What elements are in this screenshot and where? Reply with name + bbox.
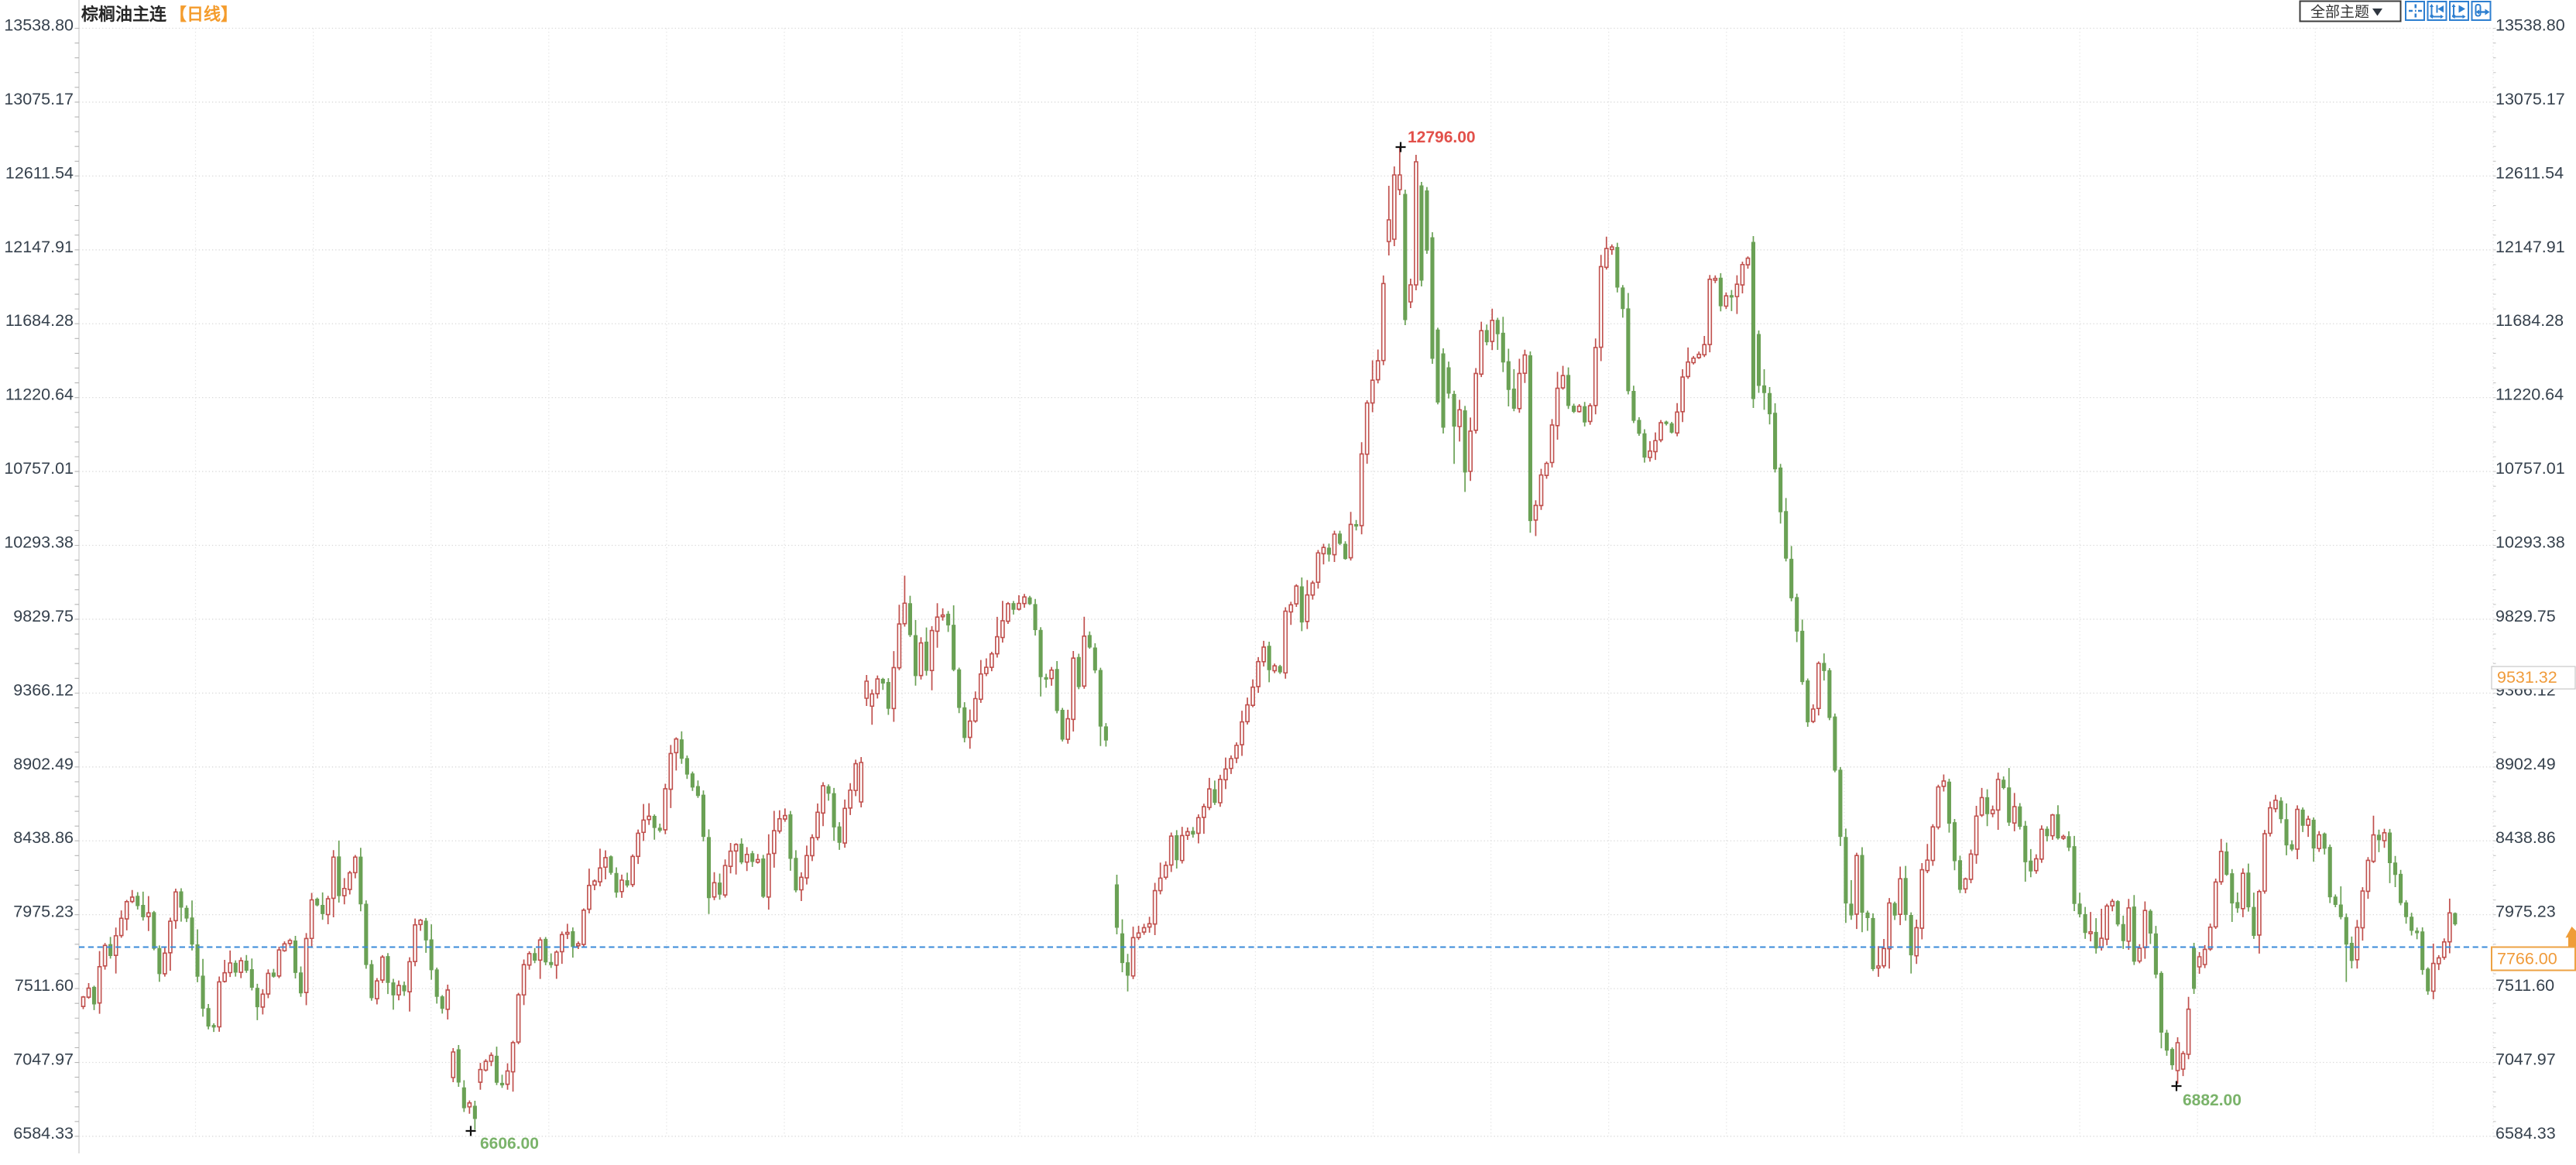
svg-text:12611.54: 12611.54 <box>2495 163 2564 182</box>
svg-text:8902.49: 8902.49 <box>13 755 74 773</box>
svg-text:6882.00: 6882.00 <box>2183 1091 2242 1109</box>
svg-text:7511.60: 7511.60 <box>15 976 74 995</box>
svg-text:8438.86: 8438.86 <box>2495 828 2556 847</box>
svg-text:7047.97: 7047.97 <box>2495 1050 2556 1069</box>
svg-text:8902.49: 8902.49 <box>2495 755 2556 773</box>
svg-text:7047.97: 7047.97 <box>13 1050 74 1069</box>
svg-text:6606.00: 6606.00 <box>480 1135 539 1153</box>
svg-text:10293.38: 10293.38 <box>2495 533 2565 552</box>
svg-text:【日线】: 【日线】 <box>170 5 238 24</box>
svg-text:8438.86: 8438.86 <box>13 828 74 847</box>
svg-text:11220.64: 11220.64 <box>2495 385 2564 404</box>
svg-text:12796.00: 12796.00 <box>1408 128 1476 146</box>
svg-text:9366.12: 9366.12 <box>13 680 74 699</box>
svg-text:9829.75: 9829.75 <box>13 607 74 625</box>
svg-text:6584.33: 6584.33 <box>2495 1124 2556 1143</box>
svg-text:9829.75: 9829.75 <box>2495 607 2556 625</box>
svg-text:11684.28: 11684.28 <box>2495 311 2564 330</box>
svg-text:13538.80: 13538.80 <box>2495 16 2565 35</box>
svg-text:7511.60: 7511.60 <box>2495 976 2554 995</box>
svg-text:10757.01: 10757.01 <box>4 459 74 478</box>
svg-text:10757.01: 10757.01 <box>2495 459 2565 478</box>
svg-text:棕榈油主连: 棕榈油主连 <box>81 5 167 24</box>
svg-text:13075.17: 13075.17 <box>4 90 74 108</box>
svg-text:12147.91: 12147.91 <box>4 238 74 256</box>
svg-text:11684.28: 11684.28 <box>5 311 74 330</box>
svg-text:7766.00: 7766.00 <box>2497 950 2557 968</box>
svg-text:13075.17: 13075.17 <box>2495 90 2565 108</box>
svg-text:7975.23: 7975.23 <box>13 903 74 921</box>
svg-text:11220.64: 11220.64 <box>5 385 74 404</box>
svg-text:12147.91: 12147.91 <box>2495 238 2565 256</box>
svg-text:7975.23: 7975.23 <box>2495 903 2556 921</box>
svg-text:13538.80: 13538.80 <box>4 16 74 35</box>
svg-text:6584.33: 6584.33 <box>13 1124 74 1143</box>
svg-text:9531.32: 9531.32 <box>2497 668 2557 687</box>
svg-text:12611.54: 12611.54 <box>5 163 74 182</box>
svg-text:10293.38: 10293.38 <box>4 533 74 552</box>
svg-text:全部主题: 全部主题 <box>2310 4 2369 21</box>
